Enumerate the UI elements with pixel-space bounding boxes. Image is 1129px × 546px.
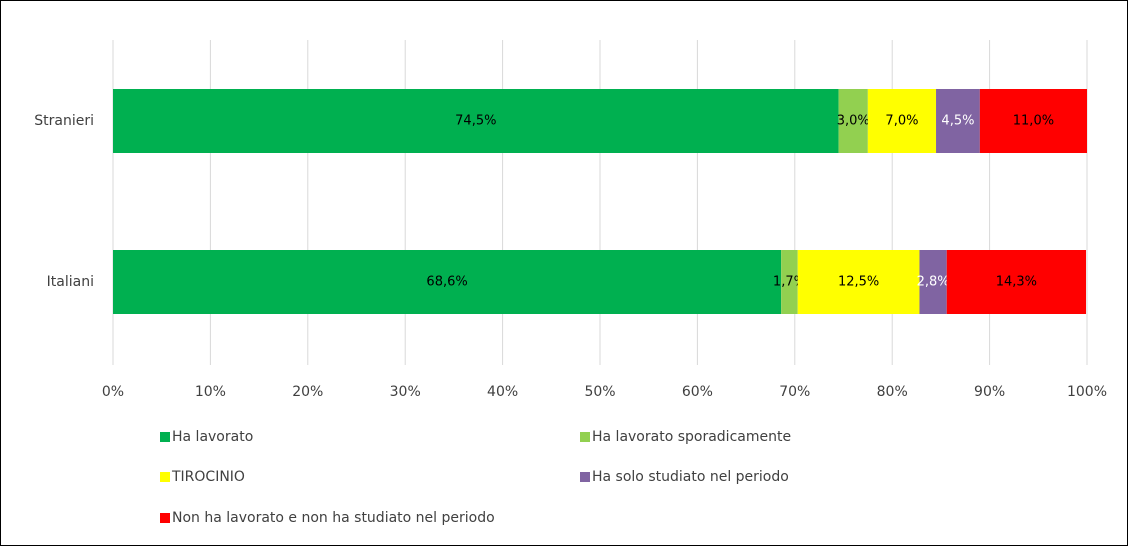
data-label: 3,0% [837, 114, 870, 129]
data-label: 12,5% [838, 275, 879, 290]
legend-label: Non ha lavorato e non ha studiato nel pe… [172, 510, 495, 526]
x-tick-label: 90% [974, 384, 1005, 400]
bar-segment [781, 250, 798, 314]
bar-segment [979, 89, 1087, 153]
bar-segment [946, 250, 1087, 314]
x-tick-label: 70% [779, 384, 810, 400]
y-tick-label: Stranieri [34, 113, 94, 129]
data-label: 68,6% [426, 275, 467, 290]
data-label: 1,7% [773, 275, 806, 290]
data-label: 11,0% [1013, 114, 1054, 129]
x-tick-label: 80% [877, 384, 908, 400]
data-label: 14,3% [996, 275, 1037, 290]
legend-label: Ha solo studiato nel periodo [592, 469, 789, 485]
legend-label: Ha lavorato sporadicamente [592, 429, 791, 445]
x-tick-label: 10% [195, 384, 226, 400]
legend-swatch [580, 472, 590, 482]
x-tick-label: 50% [584, 384, 615, 400]
bar-segment [797, 250, 920, 314]
legend-label: TIROCINIO [171, 469, 245, 485]
bar-segment [867, 89, 937, 153]
bar-segment [919, 250, 947, 314]
x-tick-label: 20% [292, 384, 323, 400]
x-tick-label: 30% [390, 384, 421, 400]
x-tick-label: 60% [682, 384, 713, 400]
data-label: 2,8% [917, 275, 950, 290]
bar-segment [113, 89, 839, 153]
x-tick-label: 100% [1067, 384, 1107, 400]
x-tick-label: 0% [102, 384, 124, 400]
bar-segment [113, 250, 782, 314]
legend-swatch [160, 513, 170, 523]
y-tick-label: Italiani [47, 274, 94, 290]
bar-segment [936, 89, 980, 153]
data-label: 7,0% [885, 114, 918, 129]
data-label: 4,5% [941, 114, 974, 129]
legend-label: Ha lavorato [172, 429, 253, 445]
data-label: 74,5% [455, 114, 496, 129]
legend-swatch [160, 432, 170, 442]
legend-swatch [160, 472, 170, 482]
legend-swatch [580, 432, 590, 442]
x-tick-label: 40% [487, 384, 518, 400]
bar-segment [838, 89, 868, 153]
